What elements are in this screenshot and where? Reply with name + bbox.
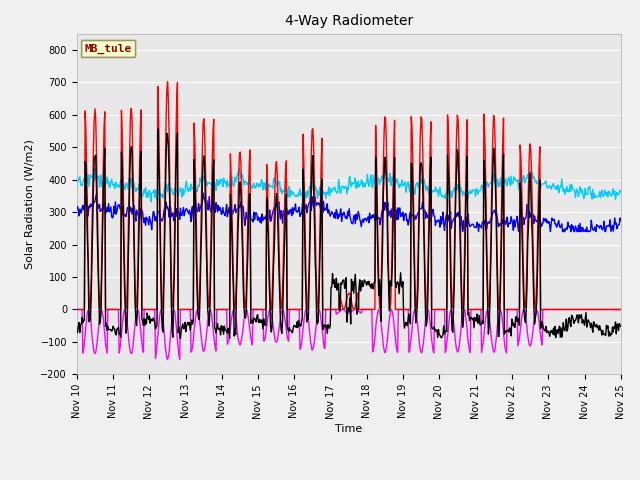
X-axis label: Time: Time — [335, 424, 362, 434]
Title: 4-Way Radiometer: 4-Way Radiometer — [285, 14, 413, 28]
Legend: SW_in, SW_out, LW_in, LW_out, Rnet_4way: SW_in, SW_out, LW_in, LW_out, Rnet_4way — [140, 479, 558, 480]
Text: MB_tule: MB_tule — [85, 44, 132, 54]
Y-axis label: Solar Radiation (W/m2): Solar Radiation (W/m2) — [25, 139, 35, 269]
